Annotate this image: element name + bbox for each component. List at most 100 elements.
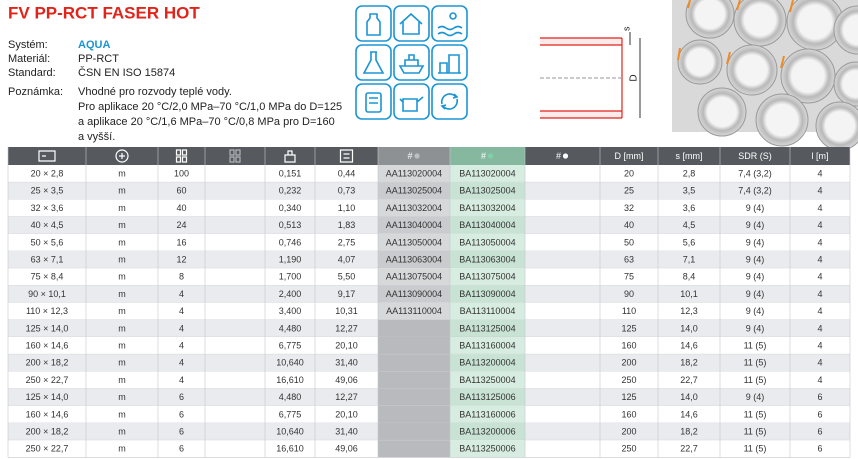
green-cell (450, 285, 525, 303)
gray-cell (378, 165, 450, 183)
table-cell: 16 (176, 237, 186, 247)
table-cell: 9 (4) (746, 220, 765, 230)
table-cell: 160 × 14,6 (26, 340, 69, 350)
green-cell (450, 371, 525, 389)
green-cell (450, 182, 525, 200)
table-cell: 9 (4) (746, 272, 765, 282)
table-cell: 63 (624, 254, 634, 264)
table-cell: 11 (5) (744, 409, 767, 419)
table-cell: 12,27 (335, 392, 358, 402)
header-dot (487, 153, 494, 159)
table-cell: 6 (179, 444, 184, 454)
note-line: a vyšší. (78, 131, 115, 143)
table-cell: 40 (624, 220, 634, 230)
gray-cell (378, 319, 450, 337)
table-cell: AA113110004 (386, 306, 442, 316)
header-icon-shape (115, 149, 129, 163)
table-cell: 4 (817, 306, 822, 316)
table-cell: 3,400 (279, 306, 302, 316)
table-cell: m (118, 375, 126, 385)
table-cell: 1,700 (279, 272, 302, 282)
table-cell: AA113032004 (386, 203, 442, 213)
header-dot (562, 153, 569, 159)
table-cell: 6 (817, 444, 822, 454)
table-cell: 12 (176, 254, 186, 264)
table-cell: 10,31 (335, 306, 358, 316)
table-cell: BA113160006 (459, 409, 515, 419)
green-cell (450, 337, 525, 355)
column-header: D [mm] (615, 151, 644, 161)
info-label: Standard: (8, 67, 56, 79)
table-cell: 4 (179, 358, 184, 368)
table-cell: 31,40 (335, 358, 358, 368)
header-green-col (450, 147, 525, 165)
table-cell: AA113020004 (386, 168, 442, 178)
table-cell: BA113050004 (459, 237, 515, 247)
table-cell: 4 (179, 340, 184, 350)
table-cell: 10,640 (276, 358, 304, 368)
info-value: PP-RCT (78, 53, 119, 65)
gray-cell (378, 233, 450, 251)
gray-cell (378, 251, 450, 269)
table-cell: m (118, 237, 126, 247)
table-cell: 125 × 14,0 (26, 323, 69, 333)
info-value: AQUA (78, 39, 110, 51)
column-header: # (407, 151, 412, 161)
table-cell: 4 (817, 323, 822, 333)
table-cell: 6,775 (279, 340, 302, 350)
column-header: # (481, 151, 486, 161)
title: FV PP-RCT FASER HOT (8, 3, 200, 22)
table-cell: 4 (179, 323, 184, 333)
table-cell: BA113125006 (459, 392, 515, 402)
table-cell: 3,6 (683, 203, 696, 213)
table-cell: 100 (174, 168, 189, 178)
gray-cell (378, 440, 450, 458)
header-icon-shape (229, 149, 241, 163)
table-cell: AA113063004 (386, 254, 442, 264)
info-value: ČSN EN ISO 15874 (78, 66, 175, 79)
table-cell: 11 (5) (744, 375, 767, 385)
table-cell: m (118, 203, 126, 213)
table-cell: 16,610 (276, 375, 304, 385)
table-cell: 4 (817, 289, 822, 299)
header-icon-shape (38, 150, 56, 162)
table-cell: 11 (5) (744, 340, 767, 350)
table-cell: 250 × 22,7 (26, 444, 69, 454)
table-cell: 49,06 (335, 375, 358, 385)
table-cell: 1,10 (338, 203, 356, 213)
gray-cell (378, 302, 450, 320)
table-cell: 22,7 (680, 375, 698, 385)
gray-cell (378, 337, 450, 355)
table-cell: 4,480 (279, 323, 302, 333)
table-cell: 22,7 (680, 444, 698, 454)
table-cell: 4,07 (338, 254, 356, 264)
table-cell: 0,73 (338, 186, 356, 196)
table-cell: AA113025004 (386, 186, 442, 196)
table-cell: 125 (621, 323, 636, 333)
table-cell: 50 (624, 237, 634, 247)
table-cell: 11 (5) (744, 426, 767, 436)
pipe-diagram: s D (540, 26, 641, 119)
table-cell: 0,44 (338, 168, 356, 178)
table-cell: 4,5 (683, 220, 696, 230)
table-cell: 24 (176, 220, 186, 230)
table-cell: 125 (621, 392, 636, 402)
table-cell: 18,2 (680, 358, 698, 368)
table-cell: 250 × 22,7 (26, 375, 69, 385)
table-cell: BA113250004 (459, 375, 515, 385)
table-cell: 4 (179, 289, 184, 299)
table-cell: 110 × 12,3 (26, 306, 68, 316)
green-cell (450, 233, 525, 251)
table-cell: 20 × 2,8 (31, 168, 64, 178)
table-cell: 60 (176, 186, 186, 196)
table-cell: 9 (4) (746, 323, 765, 333)
table-cell: AA113075004 (386, 272, 442, 282)
table-cell: 160 (621, 340, 636, 350)
green-cell (450, 268, 525, 286)
table-cell: 2,400 (279, 289, 302, 299)
table-cell: 6,775 (279, 409, 302, 419)
gray-cell (378, 216, 450, 234)
table-cell: 9,17 (338, 289, 356, 299)
pipes-photo (672, 0, 858, 151)
